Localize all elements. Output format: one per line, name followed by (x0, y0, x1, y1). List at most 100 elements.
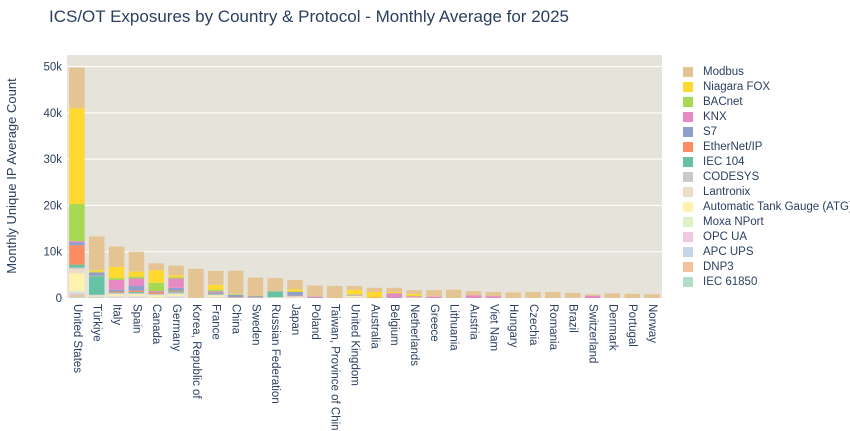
bar-segment[interactable] (386, 291, 402, 293)
bar-segment[interactable] (465, 291, 482, 296)
bar-segment[interactable] (168, 295, 184, 297)
bar-segment[interactable] (346, 289, 363, 295)
legend-item[interactable]: Niagara FOX (683, 79, 850, 94)
bar-segment[interactable] (128, 251, 145, 272)
bar-segment[interactable] (287, 279, 303, 290)
legend-item[interactable]: APC UPS (683, 244, 850, 259)
bar-segment[interactable] (168, 296, 184, 298)
bar-segment[interactable] (69, 293, 85, 295)
bar-segment[interactable] (247, 296, 264, 298)
bar-segment[interactable] (168, 265, 184, 276)
bar-segment[interactable] (69, 67, 85, 109)
bar-segment[interactable] (426, 296, 442, 298)
legend-item[interactable]: Moxa NPort (683, 214, 850, 229)
bar-segment[interactable] (604, 293, 621, 298)
legend-item[interactable]: IEC 61850 (683, 274, 850, 289)
bar-segment[interactable] (108, 246, 125, 267)
bar-segment[interactable] (108, 289, 125, 292)
bar-segment[interactable] (69, 242, 85, 246)
bar-segment[interactable] (208, 270, 224, 285)
bar-segment[interactable] (128, 294, 145, 296)
legend-item[interactable]: DNP3 (683, 259, 850, 274)
bar-segment[interactable] (406, 290, 422, 294)
bar-segment[interactable] (69, 297, 85, 298)
bar-segment[interactable] (128, 290, 145, 292)
bar-segment[interactable] (108, 296, 125, 298)
bar-segment[interactable] (69, 290, 85, 293)
bar-segment[interactable] (188, 268, 204, 298)
bar-segment[interactable] (168, 290, 184, 292)
legend-item[interactable]: OPC UA (683, 229, 850, 244)
bar-segment[interactable] (525, 291, 541, 298)
bar-segment[interactable] (287, 289, 303, 292)
bar-segment[interactable] (366, 287, 383, 292)
bar-segment[interactable] (168, 292, 184, 294)
bar-segment[interactable] (406, 296, 422, 298)
bar-segment[interactable] (69, 245, 85, 265)
bar-segment[interactable] (69, 268, 85, 274)
bar-segment[interactable] (148, 295, 164, 298)
bar-segment[interactable] (624, 293, 640, 298)
legend-item[interactable]: KNX (683, 109, 850, 124)
bar-segment[interactable] (267, 291, 283, 298)
bar-segment[interactable] (208, 284, 224, 290)
bar-segment[interactable] (89, 276, 105, 295)
bar-segment[interactable] (227, 270, 244, 294)
bar-segment[interactable] (287, 291, 303, 296)
bar-segment[interactable] (128, 285, 145, 291)
bar-segment[interactable] (346, 296, 363, 298)
bar-segment[interactable] (148, 291, 164, 292)
bar-segment[interactable] (208, 295, 224, 297)
bar-segment[interactable] (168, 278, 184, 288)
bar-segment[interactable] (89, 273, 105, 276)
bar-segment[interactable] (346, 285, 363, 290)
bar-segment[interactable] (386, 287, 402, 292)
legend-item[interactable]: BACnet (683, 94, 850, 109)
bar-segment[interactable] (69, 204, 85, 242)
bar-segment[interactable] (128, 295, 145, 297)
bar-segment[interactable] (148, 282, 164, 292)
bar-segment[interactable] (108, 266, 125, 279)
bar-segment[interactable] (485, 291, 502, 297)
bar-segment[interactable] (545, 291, 561, 298)
bar-segment[interactable] (386, 293, 402, 298)
bar-segment[interactable] (168, 291, 184, 293)
bar-segment[interactable] (128, 278, 145, 286)
legend-item[interactable]: S7 (683, 124, 850, 139)
bar-segment[interactable] (168, 294, 184, 296)
bar-segment[interactable] (89, 271, 105, 273)
bar-segment[interactable] (108, 295, 125, 297)
bar-segment[interactable] (69, 241, 85, 243)
legend-item[interactable]: IEC 104 (683, 154, 850, 169)
bar-segment[interactable] (128, 292, 145, 294)
bar-segment[interactable] (247, 277, 264, 296)
bar-segment[interactable] (108, 291, 125, 293)
bar-segment[interactable] (267, 278, 283, 292)
bar-segment[interactable] (128, 296, 145, 298)
bar-segment[interactable] (208, 291, 224, 293)
bar-segment[interactable] (168, 287, 184, 291)
bar-segment[interactable] (208, 289, 224, 292)
bar-segment[interactable] (69, 267, 85, 269)
bar-segment[interactable] (584, 295, 601, 298)
bar-segment[interactable] (89, 270, 105, 272)
bar-segment[interactable] (69, 108, 85, 205)
bar-segment[interactable] (108, 279, 125, 290)
bar-segment[interactable] (108, 292, 125, 294)
bar-segment[interactable] (148, 270, 164, 283)
bar-segment[interactable] (69, 273, 85, 291)
bar-segment[interactable] (644, 294, 660, 298)
bar-segment[interactable] (168, 277, 184, 279)
bar-segment[interactable] (108, 278, 125, 280)
bar-segment[interactable] (69, 264, 85, 268)
bar-segment[interactable] (208, 292, 224, 294)
bar-segment[interactable] (148, 263, 164, 271)
bar-segment[interactable] (426, 290, 442, 297)
bar-segment[interactable] (366, 291, 383, 298)
bar-segment[interactable] (446, 289, 462, 298)
bar-segment[interactable] (168, 275, 184, 278)
bar-segment[interactable] (584, 294, 601, 296)
bar-segment[interactable] (128, 271, 145, 277)
bar-segment[interactable] (108, 294, 125, 296)
legend-item[interactable]: Automatic Tank Gauge (ATG) (683, 199, 850, 214)
